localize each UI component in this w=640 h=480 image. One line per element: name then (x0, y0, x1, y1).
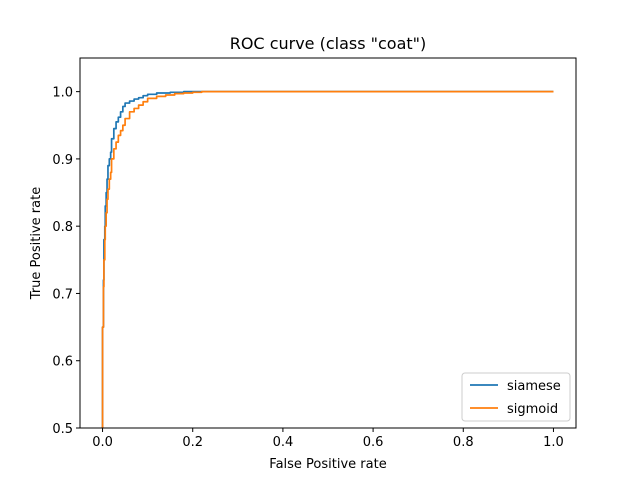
legend: siamese sigmoid (461, 372, 571, 422)
plot-area (79, 57, 577, 429)
x-tick-label: 0.4 (273, 435, 294, 450)
legend-label-siamese: siamese (507, 379, 561, 394)
x-tick-label: 0.8 (453, 435, 474, 450)
x-tick-label: 0.2 (182, 435, 203, 450)
x-axis-label: False Positive rate (269, 457, 386, 472)
series-layer (101, 90, 554, 428)
x-tick-label: 0.0 (92, 435, 113, 450)
series-line-siamese (101, 90, 554, 428)
y-axis-label: True Positive rate (29, 187, 44, 300)
y-tick-label: 0.9 (52, 153, 73, 168)
series-line-sigmoid (101, 90, 554, 428)
x-tick-label: 1.0 (543, 435, 564, 450)
chart-title: ROC curve (class "coat") (230, 34, 427, 53)
axes-frame (79, 57, 577, 429)
y-tick-label: 0.6 (52, 355, 73, 370)
y-tick-label: 0.7 (52, 287, 73, 302)
y-tick-label: 1.0 (52, 86, 73, 101)
x-axis-ticks: 0.0 0.2 0.4 0.6 0.8 1.0 (92, 428, 564, 450)
x-tick-label: 0.6 (363, 435, 384, 450)
legend-label-sigmoid: sigmoid (507, 402, 558, 417)
y-tick-label: 0.8 (52, 220, 73, 235)
y-tick-label: 0.5 (52, 422, 73, 437)
y-axis-ticks: 0.5 0.6 0.7 0.8 0.9 1.0 (52, 86, 80, 437)
